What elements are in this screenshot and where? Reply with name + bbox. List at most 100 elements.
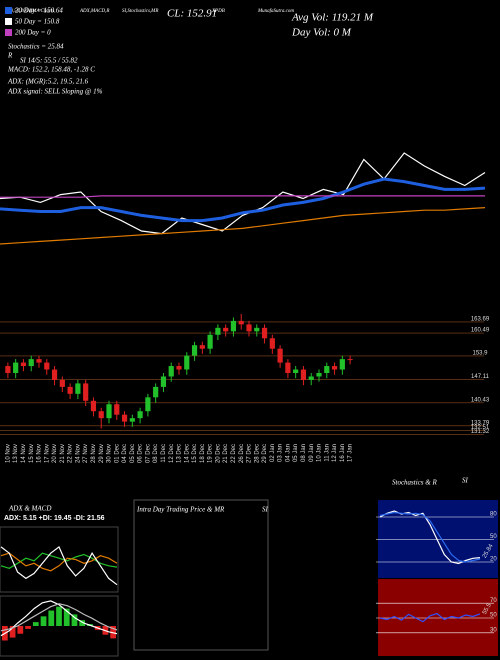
- legend-swatch: [5, 29, 12, 36]
- series-line: [0, 545, 118, 586]
- candle-body: [176, 366, 182, 370]
- panel-title: ADX & MACD: [8, 505, 51, 513]
- candle-body: [98, 411, 104, 419]
- series-line: [0, 207, 486, 245]
- y-tick-label: 70: [490, 598, 497, 604]
- x-tick-label: 13 Nov: [13, 444, 19, 463]
- x-tick-label: 10 Nov: [5, 444, 11, 463]
- x-tick-label: 06 Dec: [138, 444, 144, 463]
- x-tick-label: 26 Dec: [239, 444, 245, 463]
- x-tick-label: 02 Jan: [270, 444, 276, 462]
- y-tick-label: 30: [490, 627, 497, 633]
- x-tick-label: 15 Dec: [192, 444, 198, 463]
- x-tick-label: 21 Dec: [223, 444, 229, 463]
- series-line: [0, 177, 486, 223]
- series-line: [0, 195, 485, 198]
- candle-body: [184, 355, 190, 370]
- histogram-bar: [9, 626, 16, 638]
- candle-body: [261, 327, 268, 339]
- histogram-bar: [40, 616, 47, 626]
- candle-body: [254, 327, 260, 332]
- candle-body: [83, 383, 89, 401]
- panel-background: [378, 579, 498, 656]
- top-label: MunafaSutra.com: [257, 9, 294, 14]
- macd-box: [0, 595, 119, 657]
- candle-body: [13, 362, 19, 373]
- x-tick-label: 09 Jan: [309, 444, 315, 462]
- candle-body: [324, 366, 330, 373]
- x-tick-label: 29 Dec: [262, 444, 268, 463]
- top-label: 20,50,200 EMA Charts: [8, 9, 54, 14]
- info: SI 14/5: 55.5 / 55.82: [20, 57, 78, 65]
- candle-body: [277, 348, 283, 363]
- x-tick-label: 17 Jan: [348, 444, 354, 462]
- candle-body: [223, 327, 229, 332]
- y-tick-label: 20: [490, 557, 497, 563]
- y-tick-label: 153.9: [472, 351, 488, 357]
- panel-subtitle: ADX: 5.15 +DI: 19.45 -DI: 21.56: [4, 515, 105, 522]
- x-tick-label: 07 Dec: [145, 444, 151, 463]
- x-tick-label: 03 Jan: [278, 444, 284, 462]
- histogram-bar: [110, 626, 116, 639]
- histogram-bar: [25, 626, 31, 629]
- x-tick-label: 16 Nov: [37, 444, 43, 463]
- y-tick-label: 160.49: [471, 328, 490, 334]
- series-line: [0, 603, 118, 632]
- candle-body: [106, 404, 112, 419]
- x-tick-label: 11 Jan: [324, 444, 330, 462]
- x-tick-label: 12 Jan: [332, 444, 338, 462]
- avg-vol: Avg Vol: 119.21 M: [291, 12, 374, 24]
- candle-body: [44, 362, 50, 370]
- candle-body: [207, 334, 213, 349]
- x-tick-label: 05 Dec: [130, 444, 136, 463]
- candle-body: [145, 397, 151, 412]
- candle-body: [153, 386, 159, 398]
- x-tick-label: 27 Nov: [83, 444, 89, 463]
- top-label: XPDB: [211, 9, 225, 14]
- y-tick-label: 132.51: [471, 425, 490, 431]
- candle-body: [114, 404, 120, 415]
- x-tick-label: 28 Dec: [254, 444, 260, 463]
- x-tick-label: 14 Dec: [184, 444, 190, 463]
- candle-body: [90, 400, 97, 412]
- panel-title: Stochastics & R: [392, 479, 437, 487]
- series-line: [0, 600, 118, 637]
- info: R: [7, 52, 13, 60]
- candle-body: [347, 359, 353, 361]
- candle-body: [20, 362, 27, 367]
- x-tick-label: 04 Jan: [285, 444, 291, 462]
- x-tick-label: 15 Nov: [29, 444, 35, 463]
- close-label: CL: 152.91: [167, 8, 217, 20]
- x-tick-label: 27 Dec: [247, 444, 253, 463]
- candle-body: [36, 359, 42, 363]
- info: Stochastics = 25.84: [8, 43, 64, 51]
- x-tick-label: 18 Dec: [200, 444, 206, 463]
- intra-subtitle: SI: [262, 506, 269, 514]
- x-tick-label: 29 Nov: [99, 444, 105, 463]
- y-tick-label: 133.79: [471, 420, 490, 426]
- x-tick-label: 08 Dec: [153, 444, 159, 463]
- candle-body: [293, 369, 299, 373]
- legend-entry: 20 Day = 150.64: [15, 7, 63, 15]
- histogram-bar: [17, 626, 24, 634]
- top-label: SI,Stochastics,MR: [122, 9, 158, 14]
- candle-body: [316, 373, 322, 377]
- intra-title: Intra Day Trading Price & MR: [136, 506, 225, 514]
- histogram-bar: [71, 614, 78, 626]
- y-tick-label: 50: [490, 534, 497, 540]
- legend-swatch: [5, 7, 12, 14]
- x-tick-label: 12 Dec: [169, 444, 175, 463]
- candle-body: [230, 320, 237, 332]
- y-tick-label: 163.69: [471, 317, 490, 323]
- candle-body: [75, 383, 81, 394]
- x-tick-label: 24 Nov: [75, 444, 81, 463]
- candle-body: [269, 338, 275, 349]
- x-tick-label: 04 Dec: [122, 444, 128, 463]
- candle-body: [51, 369, 58, 380]
- candle-body: [160, 376, 167, 387]
- x-tick-label: 13 Dec: [177, 444, 183, 463]
- series-line: [0, 152, 486, 235]
- x-tick-label: 05 Jan: [293, 444, 299, 462]
- panel-subtitle: SI: [462, 477, 469, 485]
